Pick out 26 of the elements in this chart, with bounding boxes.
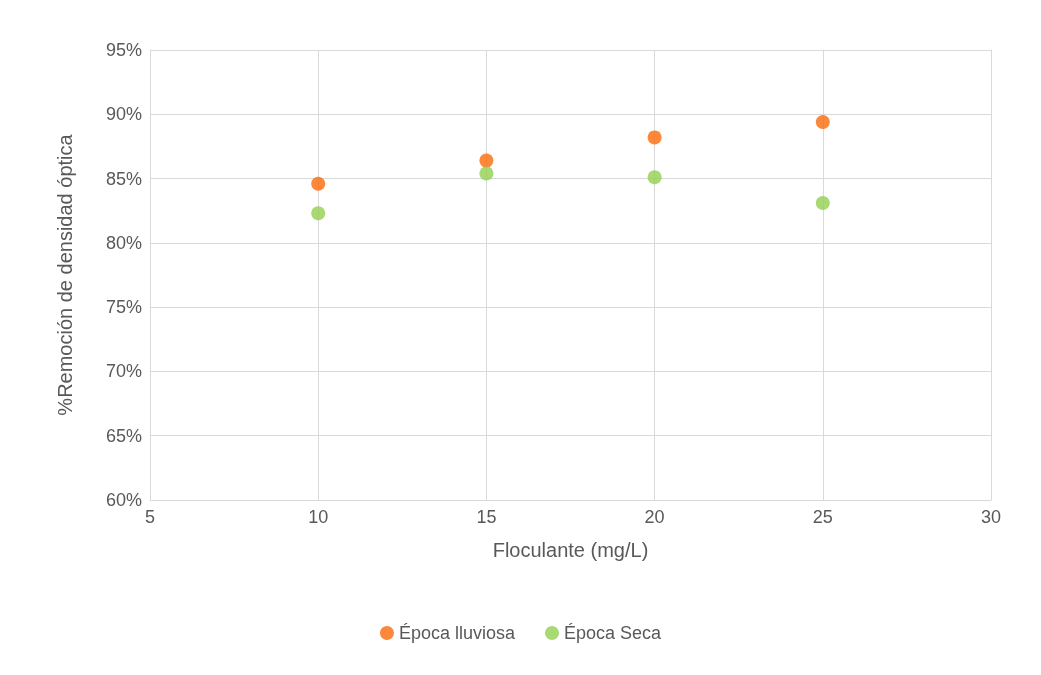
legend-label: Época Seca bbox=[564, 623, 663, 643]
y-tick-label: 60% bbox=[105, 490, 142, 510]
x-tick-label: 30 bbox=[980, 507, 1002, 527]
point bbox=[815, 115, 830, 129]
x-tick-label: 15 bbox=[476, 507, 497, 527]
point bbox=[479, 153, 494, 168]
point bbox=[479, 166, 494, 181]
point bbox=[311, 176, 326, 191]
x-tick-label: 5 bbox=[144, 507, 156, 527]
x-axis-title: Floculante (mg/L) bbox=[492, 539, 649, 561]
point bbox=[647, 170, 662, 185]
x-tick-label: 10 bbox=[308, 507, 329, 527]
point bbox=[647, 130, 662, 145]
y-tick-label: 75% bbox=[105, 297, 142, 318]
x-tick-label: 25 bbox=[812, 507, 833, 527]
y-tick-label: 70% bbox=[105, 361, 142, 382]
y-tick-label: 95% bbox=[105, 40, 142, 60]
y-axis-title: %Remoción de densidad óptica bbox=[54, 133, 76, 416]
point bbox=[311, 206, 326, 221]
y-tick-label: 90% bbox=[105, 104, 142, 125]
legend-label: Época lluviosa bbox=[398, 623, 516, 643]
y-tick-label: 65% bbox=[105, 425, 142, 446]
y-tick-label: 80% bbox=[105, 232, 142, 253]
point bbox=[815, 196, 830, 210]
x-tick-label: 20 bbox=[644, 507, 665, 527]
y-tick-label: 85% bbox=[105, 168, 142, 189]
